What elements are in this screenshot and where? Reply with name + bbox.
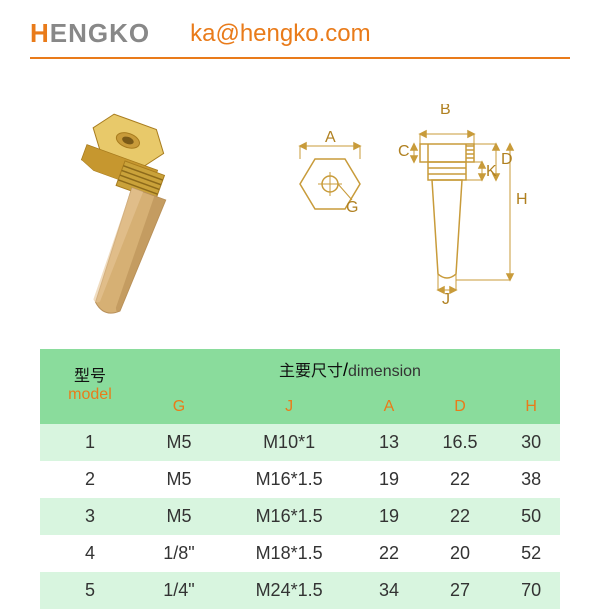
dimension-diagram: A G B C K D H J bbox=[280, 104, 540, 314]
cell-g: 1/4" bbox=[140, 572, 218, 609]
label-h: H bbox=[516, 191, 528, 208]
col-j-label: J bbox=[224, 397, 354, 416]
cell-d: 22 bbox=[418, 498, 503, 535]
cell-d: 20 bbox=[418, 535, 503, 572]
th-model: 型号 model bbox=[40, 349, 140, 424]
logo-highlight-letter: H bbox=[30, 18, 50, 48]
header: HENGKO ka@hengko.com bbox=[0, 0, 600, 57]
label-g: G bbox=[346, 199, 358, 216]
table-row: 5 1/4" M24*1.5 34 27 70 bbox=[40, 572, 560, 609]
label-b: B bbox=[440, 104, 451, 118]
col-d-label: D bbox=[424, 397, 497, 416]
cell-model: 5 bbox=[40, 572, 140, 609]
cell-model: 3 bbox=[40, 498, 140, 535]
col-g-label: G bbox=[146, 397, 212, 416]
th-col-a: A bbox=[360, 389, 418, 424]
cell-j: M10*1 bbox=[218, 424, 360, 461]
logo-rest: ENGKO bbox=[50, 18, 150, 48]
cell-j: M16*1.5 bbox=[218, 461, 360, 498]
table-head: 型号 model 主要尺寸/dimension G J A D H bbox=[40, 349, 560, 424]
content-row: A G B C K D H J bbox=[0, 59, 600, 339]
cell-j: M16*1.5 bbox=[218, 498, 360, 535]
diagram-svg: A G B C K D H J bbox=[280, 104, 540, 314]
product-photo bbox=[30, 79, 250, 339]
dimension-table: 型号 model 主要尺寸/dimension G J A D H 1 M5 M… bbox=[40, 349, 560, 609]
cell-h: 30 bbox=[502, 424, 560, 461]
table-row: 2 M5 M16*1.5 19 22 38 bbox=[40, 461, 560, 498]
cell-a: 22 bbox=[360, 535, 418, 572]
th-col-j: J bbox=[218, 389, 360, 424]
table-body: 1 M5 M10*1 13 16.5 30 2 M5 M16*1.5 19 22… bbox=[40, 424, 560, 609]
label-j: J bbox=[442, 291, 450, 308]
table-row: 4 1/8" M18*1.5 22 20 52 bbox=[40, 535, 560, 572]
cell-g: M5 bbox=[140, 498, 218, 535]
th-model-en: model bbox=[46, 385, 134, 404]
cell-d: 27 bbox=[418, 572, 503, 609]
product-svg bbox=[30, 79, 250, 339]
label-c: C bbox=[398, 143, 410, 160]
cell-a: 34 bbox=[360, 572, 418, 609]
table-row: 3 M5 M16*1.5 19 22 50 bbox=[40, 498, 560, 535]
cell-j: M24*1.5 bbox=[218, 572, 360, 609]
cell-h: 38 bbox=[502, 461, 560, 498]
cell-a: 13 bbox=[360, 424, 418, 461]
cell-a: 19 bbox=[360, 498, 418, 535]
col-h-label: H bbox=[508, 397, 554, 416]
col-a-label: A bbox=[366, 397, 412, 416]
cell-model: 4 bbox=[40, 535, 140, 572]
cell-g: 1/8" bbox=[140, 535, 218, 572]
cell-a: 19 bbox=[360, 461, 418, 498]
cell-model: 1 bbox=[40, 424, 140, 461]
cell-model: 2 bbox=[40, 461, 140, 498]
cell-h: 70 bbox=[502, 572, 560, 609]
th-col-g: G bbox=[140, 389, 218, 424]
label-k: K bbox=[486, 163, 497, 180]
th-col-d: D bbox=[418, 389, 503, 424]
cell-g: M5 bbox=[140, 461, 218, 498]
table-row: 1 M5 M10*1 13 16.5 30 bbox=[40, 424, 560, 461]
cell-d: 22 bbox=[418, 461, 503, 498]
cell-g: M5 bbox=[140, 424, 218, 461]
th-dim-en: dimension bbox=[348, 363, 421, 380]
cell-h: 52 bbox=[502, 535, 560, 572]
dimension-table-wrap: 型号 model 主要尺寸/dimension G J A D H 1 M5 M… bbox=[0, 339, 600, 609]
cell-h: 50 bbox=[502, 498, 560, 535]
th-model-cn: 型号 bbox=[46, 369, 134, 385]
label-a: A bbox=[325, 129, 336, 146]
cell-j: M18*1.5 bbox=[218, 535, 360, 572]
th-dim-cn: 主要尺寸 bbox=[279, 363, 343, 380]
contact-email: ka@hengko.com bbox=[190, 20, 370, 48]
logo: HENGKO bbox=[30, 18, 150, 49]
th-dimension: 主要尺寸/dimension bbox=[140, 349, 560, 389]
cell-d: 16.5 bbox=[418, 424, 503, 461]
th-col-h: H bbox=[502, 389, 560, 424]
label-d: D bbox=[501, 151, 513, 168]
